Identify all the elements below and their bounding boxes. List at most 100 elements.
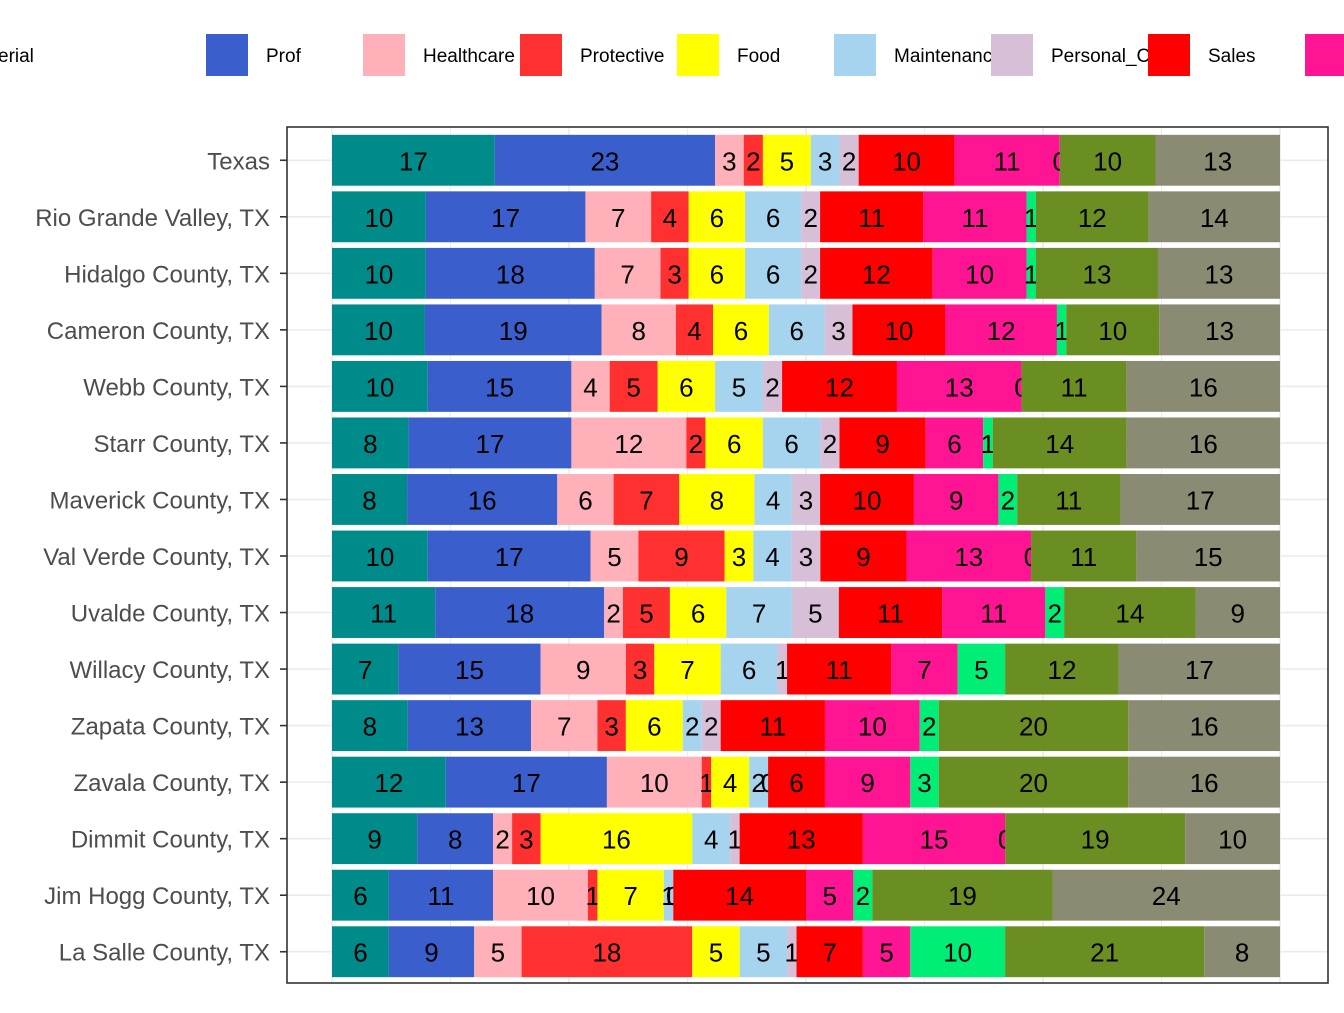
data-label-production-maverick-county-tx: 17	[1186, 485, 1215, 515]
data-label-managerial-willacy-county-tx: 7	[358, 655, 372, 685]
bar-prof-rio-grande-valley-tx	[425, 191, 586, 243]
bar-office-jim-hogg-county-tx	[806, 869, 854, 921]
data-label-office-zapata-county-tx: 10	[858, 712, 887, 742]
bar-managerial-uvalde-county-tx	[332, 587, 436, 638]
bar-personal-care-la-salle-county-tx	[787, 926, 797, 978]
bar-construction-rio-grande-valley-tx	[1035, 191, 1149, 243]
data-label-production-zavala-county-tx: 16	[1190, 768, 1219, 798]
data-label-personal-care-val-verde-county-tx: 3	[799, 542, 813, 572]
bar-prof-val-verde-county-tx	[427, 530, 591, 582]
data-label-production-hidalgo-county-tx: 13	[1205, 259, 1234, 289]
plot-border	[286, 126, 1329, 984]
legend-key-office	[1305, 34, 1344, 76]
data-label-food-willacy-county-tx: 7	[680, 655, 694, 685]
data-label-food-val-verde-county-tx: 3	[732, 542, 746, 572]
bar-managerial-zavala-county-tx	[332, 756, 446, 808]
data-label-sales-zavala-county-tx: 6	[789, 768, 803, 798]
data-label-maintenance-uvalde-county-tx: 7	[752, 599, 766, 629]
bar-prof-cameron-county-tx	[424, 304, 602, 356]
bar-prof-hidalgo-county-tx	[425, 247, 595, 299]
data-label-production-val-verde-county-tx: 15	[1194, 542, 1223, 572]
data-label-managerial-zavala-county-tx: 12	[374, 768, 403, 798]
data-label-prof-val-verde-county-tx: 17	[495, 542, 524, 572]
bar-protective-webb-county-tx	[609, 360, 658, 412]
y-tick-label-jim-hogg-county-tx: Jim Hogg County, TX	[44, 883, 270, 910]
y-tick-label-cameron-county-tx: Cameron County, TX	[47, 318, 270, 345]
bar-food-rio-grande-valley-tx	[688, 191, 745, 243]
bar-sales-uvalde-county-tx	[838, 587, 943, 638]
data-label-food-jim-hogg-county-tx: 7	[623, 881, 637, 911]
bar-sales-starr-county-tx	[839, 417, 926, 469]
bar-construction-starr-county-tx	[992, 417, 1127, 469]
bar-personal-care-maverick-county-tx	[791, 474, 821, 525]
bar-ag-maverick-county-tx	[998, 474, 1018, 525]
bar-protective-uvalde-county-tx	[622, 587, 670, 638]
data-label-production-la-salle-county-tx: 8	[1235, 938, 1249, 968]
data-label-healthcare-maverick-county-tx: 6	[578, 485, 592, 515]
data-label-prof-jim-hogg-county-tx: 11	[428, 881, 455, 911]
data-label-maintenance-jim-hogg-county-tx: 1	[661, 881, 675, 911]
bar-sales-zapata-county-tx	[720, 700, 825, 752]
bar-healthcare-jim-hogg-county-tx	[493, 869, 588, 921]
data-label-office-dimmit-county-tx: 15	[920, 825, 949, 855]
y-tick-label-maverick-county-tx: Maverick County, TX	[49, 487, 270, 514]
data-label-ag-zapata-county-tx: 2	[922, 712, 936, 742]
bar-protective-hidalgo-county-tx	[660, 247, 689, 299]
data-label-personal-care-rio-grande-valley-tx: 2	[803, 203, 817, 233]
bar-sales-webb-county-tx	[782, 360, 897, 412]
bar-personal-care-uvalde-county-tx	[791, 587, 839, 638]
bar-construction-webb-county-tx	[1021, 360, 1127, 412]
data-label-production-dimmit-county-tx: 10	[1218, 825, 1247, 855]
bar-personal-care-rio-grande-valley-tx	[801, 191, 821, 243]
data-label-maintenance-zavala-county-tx: 2	[751, 768, 765, 798]
data-label-ag-starr-county-tx: 1	[981, 429, 995, 459]
data-label-managerial-hidalgo-county-tx: 10	[364, 259, 393, 289]
data-label-office-rio-grande-valley-tx: 11	[961, 203, 988, 233]
data-label-food-la-salle-county-tx: 5	[709, 938, 723, 968]
bar-production-val-verde-county-tx	[1136, 530, 1280, 582]
data-label-food-rio-grande-valley-tx: 6	[710, 203, 724, 233]
bar-construction-val-verde-county-tx	[1031, 530, 1137, 582]
data-label-managerial-starr-county-tx: 8	[363, 429, 377, 459]
bar-maintenance-zapata-county-tx	[682, 700, 702, 752]
data-label-office-starr-county-tx: 6	[947, 429, 961, 459]
bar-food-webb-county-tx	[657, 360, 716, 412]
bar-managerial-starr-county-tx	[332, 417, 409, 469]
data-label-construction-zapata-county-tx: 20	[1019, 712, 1048, 742]
bar-maintenance-starr-county-tx	[762, 417, 821, 469]
data-label-protective-zavala-county-tx: 1	[699, 768, 713, 798]
bar-maintenance-uvalde-county-tx	[726, 587, 792, 638]
data-label-healthcare-willacy-county-tx: 9	[576, 655, 590, 685]
y-tick-label-dimmit-county-tx: Dimmit County, TX	[71, 827, 270, 854]
data-label-sales-la-salle-county-tx: 7	[822, 938, 836, 968]
data-label-prof-la-salle-county-tx: 9	[424, 938, 438, 968]
data-label-managerial-uvalde-county-tx: 11	[370, 599, 397, 629]
data-label-construction-la-salle-county-tx: 21	[1090, 938, 1119, 968]
data-label-managerial-texas: 17	[399, 146, 428, 176]
bar-food-hidalgo-county-tx	[688, 247, 745, 299]
bar-food-cameron-county-tx	[713, 304, 769, 356]
data-label-construction-jim-hogg-county-tx: 19	[948, 881, 977, 911]
bar-ag-hidalgo-county-tx	[1026, 247, 1036, 299]
data-label-protective-webb-county-tx: 5	[626, 372, 640, 402]
data-label-maintenance-willacy-county-tx: 6	[742, 655, 756, 685]
data-label-personal-care-dimmit-county-tx: 1	[728, 825, 742, 855]
data-label-personal-care-webb-county-tx: 2	[765, 372, 779, 402]
bar-prof-jim-hogg-county-tx	[388, 869, 494, 921]
bar-managerial-willacy-county-tx	[332, 643, 399, 695]
bar-maintenance-maverick-county-tx	[754, 474, 792, 525]
data-label-food-uvalde-county-tx: 6	[691, 599, 705, 629]
bar-prof-willacy-county-tx	[398, 643, 541, 695]
data-label-ag-hidalgo-county-tx: 1	[1024, 259, 1038, 289]
data-label-personal-care-la-salle-county-tx: 1	[785, 938, 799, 968]
bar-protective-val-verde-county-tx	[638, 530, 725, 582]
data-label-protective-zapata-county-tx: 3	[604, 712, 618, 742]
bar-protective-cameron-county-tx	[675, 304, 714, 356]
data-label-office-texas: 11	[994, 146, 1021, 176]
bar-healthcare-willacy-county-tx	[540, 643, 626, 695]
bar-ag-cameron-county-tx	[1056, 304, 1067, 356]
data-label-prof-maverick-county-tx: 16	[468, 485, 497, 515]
y-tick-label-rio-grande-valley-tx: Rio Grande Valley, TX	[35, 205, 270, 232]
data-label-prof-willacy-county-tx: 15	[455, 655, 484, 685]
bar-prof-uvalde-county-tx	[435, 587, 605, 638]
